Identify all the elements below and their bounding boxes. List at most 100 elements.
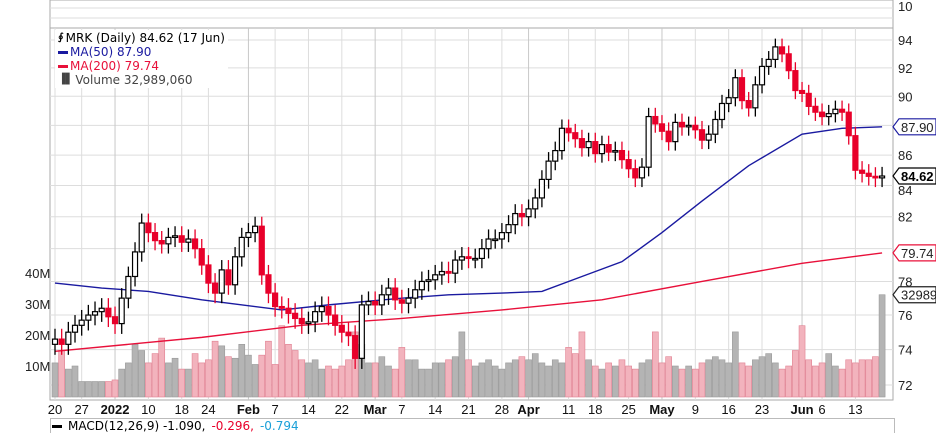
price-tick-label: 72 bbox=[898, 378, 912, 393]
volume-bar bbox=[565, 347, 572, 398]
candle-body bbox=[465, 256, 472, 260]
candle-body bbox=[765, 58, 772, 68]
candle-body bbox=[205, 264, 212, 284]
price-tick-label: 74 bbox=[898, 343, 912, 358]
volume-bar bbox=[752, 359, 759, 398]
ma200-value-tag bbox=[892, 244, 936, 262]
candle-body bbox=[138, 222, 145, 253]
candle-body bbox=[278, 305, 285, 309]
volume-bar bbox=[631, 368, 639, 398]
volume-bar bbox=[732, 331, 739, 398]
candle-body bbox=[392, 287, 399, 301]
candle-body bbox=[298, 317, 305, 325]
volume-bar bbox=[91, 381, 99, 398]
volume-bar bbox=[378, 356, 386, 398]
volume-bar bbox=[98, 381, 105, 398]
volume-bar bbox=[185, 368, 192, 398]
volume-bar bbox=[145, 362, 152, 398]
candle-body bbox=[585, 141, 592, 149]
candle-body bbox=[652, 115, 659, 125]
volume-bar bbox=[585, 359, 592, 398]
date-tick-label: 6 bbox=[818, 402, 825, 417]
volume-bar bbox=[551, 359, 559, 398]
candle-body bbox=[265, 274, 272, 294]
volume-bar bbox=[285, 343, 292, 398]
volume-bar bbox=[818, 362, 826, 398]
macd-label: MACD(12,26,9) -1.090, bbox=[68, 419, 206, 433]
volume-bar bbox=[525, 359, 532, 398]
candle-body bbox=[645, 115, 652, 168]
candle-body bbox=[292, 312, 299, 320]
ma50-value-label: 87.90 bbox=[901, 120, 934, 135]
last-volume-tag bbox=[892, 286, 936, 304]
volume-bar bbox=[411, 359, 419, 398]
candle-body bbox=[345, 331, 352, 337]
volume-tick-label: 10M bbox=[25, 359, 50, 374]
candle-body bbox=[552, 149, 559, 162]
candle-body bbox=[865, 172, 872, 177]
candle-body bbox=[545, 160, 552, 180]
candle-body bbox=[312, 311, 319, 323]
volume-bar bbox=[571, 353, 579, 398]
candle-body bbox=[592, 141, 599, 155]
candle-body bbox=[518, 212, 526, 218]
volume-bar bbox=[278, 325, 286, 398]
volume-bar bbox=[345, 359, 352, 398]
candle-body bbox=[145, 222, 152, 234]
ma50-value-tag bbox=[892, 118, 936, 136]
date-tick-label: 10 bbox=[141, 402, 155, 417]
date-tick-label: 28 bbox=[495, 402, 509, 417]
volume-bar bbox=[672, 365, 679, 398]
volume-bar bbox=[325, 365, 332, 398]
candle-body bbox=[512, 212, 519, 226]
candle-body bbox=[78, 319, 85, 326]
volume-bar bbox=[445, 359, 452, 398]
volume-bar bbox=[825, 353, 833, 398]
volume-bar bbox=[51, 362, 59, 398]
volume-bar bbox=[398, 347, 406, 398]
candle-body bbox=[245, 232, 252, 239]
date-tick-label: Jun bbox=[790, 402, 813, 417]
volume-bar bbox=[458, 331, 466, 398]
candlestick-icon: ∮ bbox=[58, 32, 64, 43]
volume-bar bbox=[438, 362, 446, 398]
candle-body bbox=[105, 307, 112, 318]
candle-body bbox=[772, 46, 779, 61]
date-tick-label: Feb bbox=[237, 402, 260, 417]
candle-body bbox=[398, 299, 405, 304]
price-tick-label: 78 bbox=[898, 274, 912, 289]
top-panel-axis-label: 10 bbox=[898, 0, 912, 14]
candle-body bbox=[665, 130, 672, 143]
volume-bar bbox=[872, 356, 879, 398]
candle-body bbox=[478, 248, 485, 260]
date-tick-label: 7 bbox=[271, 402, 278, 417]
volume-tick-label: 40M bbox=[25, 266, 50, 281]
candle-body bbox=[752, 84, 759, 109]
volume-bar bbox=[698, 362, 706, 398]
date-tick-label: 21 bbox=[461, 402, 475, 417]
volume-bar bbox=[298, 359, 306, 398]
volume-bar bbox=[832, 365, 839, 398]
volume-bar bbox=[471, 365, 479, 398]
volume-bar bbox=[418, 368, 426, 398]
candle-body bbox=[798, 89, 806, 94]
date-tick-label: Apr bbox=[517, 402, 539, 417]
volume-bar bbox=[71, 365, 79, 398]
macd-panel bbox=[50, 418, 895, 433]
candle-body bbox=[171, 235, 179, 239]
ma50-swatch-icon bbox=[58, 50, 68, 54]
candle-body bbox=[492, 238, 499, 242]
volume-bar bbox=[838, 368, 846, 398]
candle-body bbox=[318, 305, 325, 313]
volume-bar bbox=[451, 356, 459, 398]
volume-bar bbox=[271, 364, 279, 398]
volume-bar bbox=[638, 362, 646, 398]
candle-body bbox=[305, 321, 312, 325]
macd-histogram: -0.794 bbox=[259, 419, 299, 433]
candle-body bbox=[452, 259, 459, 274]
volume-bar bbox=[431, 362, 439, 398]
date-tick-label: 11 bbox=[562, 402, 576, 417]
date-tick-label: 27 bbox=[74, 402, 88, 417]
candle-body bbox=[151, 232, 159, 242]
candle-body bbox=[352, 335, 359, 359]
